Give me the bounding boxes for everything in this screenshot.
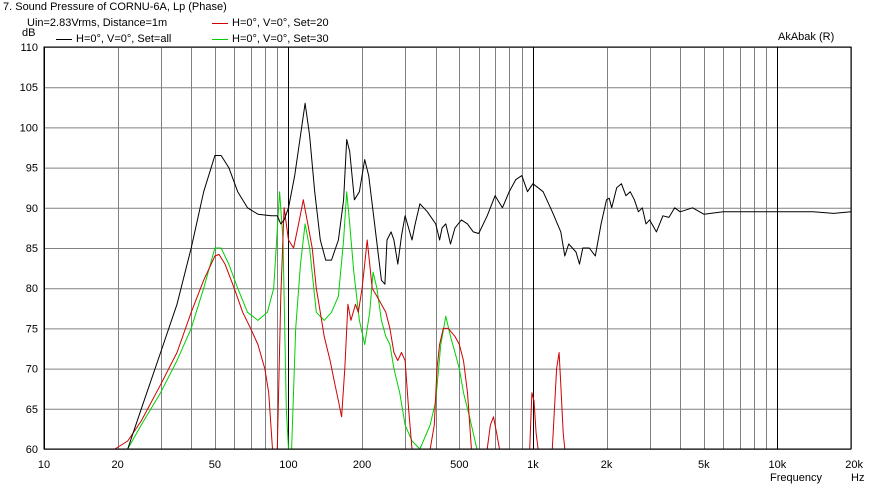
plot-frame	[43, 46, 852, 450]
legend-item-set-all: H=0°, V=0°, Set=all	[56, 33, 171, 45]
y-tick-label: 70	[26, 364, 38, 376]
x-tick-label: 10	[38, 459, 50, 471]
legend-label-set-20: H=0°, V=0°, Set=20	[232, 17, 329, 29]
y-tick-label: 100	[20, 122, 38, 134]
x-tick-label: 200	[353, 459, 371, 471]
chart-title: 7. Sound Pressure of CORNU-6A, Lp (Phase…	[3, 1, 227, 13]
legend-swatch-set-all	[56, 38, 72, 40]
y-tick-label: 95	[26, 163, 38, 175]
y-tick-label: 75	[26, 323, 38, 335]
y-tick-label: 60	[26, 444, 38, 456]
legend-label-set-all: H=0°, V=0°, Set=all	[76, 33, 172, 45]
curve-set-30	[127, 191, 851, 450]
x-tick-label: 1k	[527, 459, 539, 471]
y-tick-label: 105	[20, 82, 38, 94]
x-unit-label: Hz	[851, 472, 865, 484]
y-tick-label: 80	[26, 283, 38, 295]
x-tick-label: 5k	[698, 459, 710, 471]
tick-labels: 60 65 70 75 80 85 90 95 100 105 110 10 20 50 100 200 500…	[20, 42, 864, 471]
grid	[44, 47, 852, 450]
x-tick-label: 100	[279, 459, 297, 471]
x-tick-label: 20	[111, 459, 123, 471]
x-tick-label: 20k	[845, 459, 863, 471]
y-unit-label: dB	[22, 27, 36, 39]
x-tick-label: 500	[450, 459, 468, 471]
y-tick-label: 90	[26, 203, 38, 215]
y-tick-label: 110	[20, 42, 38, 54]
legend-swatch-set-20	[212, 22, 228, 24]
x-tick-label: 10k	[769, 459, 787, 471]
x-tick-label: 2k	[601, 459, 613, 471]
y-tick-label: 65	[26, 404, 38, 416]
legend-item-set-30: H=0°, V=0°, Set=30	[212, 33, 329, 45]
conditions-text: Uin=2.83Vrms, Distance=1m	[27, 17, 168, 29]
curve-set-20	[114, 199, 851, 450]
legend-swatch-set-30	[212, 38, 228, 40]
legend-label-set-30: H=0°, V=0°, Set=30	[232, 33, 329, 45]
credit-text: AkAbak (R)	[778, 31, 835, 43]
y-tick-label: 85	[26, 243, 38, 255]
legend-item-set-20: H=0°, V=0°, Set=20	[212, 17, 329, 29]
x-axis-label: Frequency	[770, 472, 822, 484]
curve-set-all	[127, 102, 852, 450]
curves	[114, 102, 852, 450]
x-tick-label: 50	[209, 459, 221, 471]
